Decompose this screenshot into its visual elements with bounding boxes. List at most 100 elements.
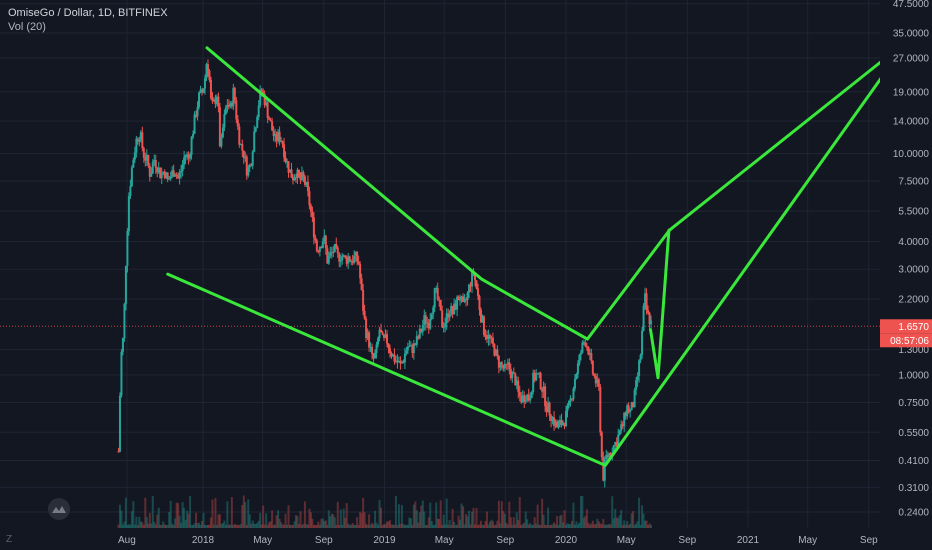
volume-bar — [578, 522, 581, 528]
candle-body — [414, 343, 417, 345]
candle-body — [442, 327, 445, 329]
candle-body — [294, 177, 297, 179]
candle-body — [554, 421, 557, 426]
volume-bar — [306, 524, 309, 528]
candle-body — [335, 243, 338, 248]
volume-bar — [375, 522, 378, 528]
candle-body — [609, 453, 612, 456]
time-tick-label: May — [435, 535, 454, 546]
volume-bar — [488, 521, 491, 528]
candle-body — [450, 305, 453, 314]
volume-bar — [414, 501, 417, 528]
volume-bar — [141, 522, 144, 528]
volume-bar — [315, 524, 318, 528]
volume-bar — [593, 524, 596, 528]
candle-body — [378, 329, 381, 339]
time-tick-label: May — [798, 535, 817, 546]
candle-body — [570, 398, 573, 400]
volume-bar — [289, 524, 292, 528]
price-tick-label: 3.0000 — [898, 265, 929, 276]
volume-bar — [192, 524, 195, 528]
candle-body — [339, 260, 342, 262]
volume-bar — [559, 515, 562, 528]
volume-bar — [482, 524, 485, 528]
candle-body — [521, 395, 524, 403]
candle-body — [584, 342, 587, 347]
candle-body — [551, 417, 554, 421]
volume-bar — [203, 524, 206, 528]
candle-body — [356, 251, 359, 262]
volume-bar — [175, 502, 178, 528]
volume-bar — [263, 524, 266, 528]
candle-body — [189, 155, 192, 159]
price-tick-label: 0.2400 — [898, 508, 929, 519]
candle-body — [626, 405, 629, 417]
tradingview-cloud-icon[interactable] — [48, 498, 70, 520]
candle-body — [241, 144, 244, 151]
candle-body — [488, 335, 491, 339]
candle-body — [245, 156, 248, 176]
volume-bar — [138, 516, 141, 528]
volume-bar — [209, 517, 212, 528]
volume-bar — [439, 500, 442, 528]
volume-bar — [147, 523, 150, 528]
countdown-label: 08:57:06 — [890, 336, 929, 347]
volume-bar — [323, 521, 326, 528]
volume-bar — [198, 522, 201, 528]
candle-body — [594, 375, 597, 384]
volume-bar — [535, 523, 538, 528]
candle-body — [374, 352, 377, 359]
volume-bar — [636, 521, 639, 528]
volume-bar — [427, 517, 430, 528]
candle-body — [599, 386, 602, 433]
volume-bar — [172, 524, 175, 528]
candle-body — [397, 361, 400, 363]
candle-body — [309, 205, 312, 212]
candle-body — [256, 117, 259, 128]
volume-indicator-label[interactable]: Vol (20) — [8, 21, 46, 33]
candle-body — [226, 104, 229, 108]
candle-body — [497, 356, 500, 368]
candle-body — [186, 154, 189, 156]
volume-bar — [584, 516, 587, 528]
candle-body — [341, 256, 344, 261]
candle-body — [268, 117, 271, 120]
volume-bar — [369, 524, 372, 528]
price-axis[interactable]: 47.5000 35.0000 27.0000 19.0000 14.0000 10.00… — [880, 0, 932, 550]
volume-bar — [465, 514, 468, 528]
candle-body — [130, 167, 133, 187]
volume-bar — [459, 519, 462, 528]
volume-bar — [429, 502, 432, 528]
candle-body — [421, 325, 424, 332]
volume-bar — [281, 524, 284, 528]
volume-bar — [121, 524, 124, 528]
candle-body — [579, 352, 582, 355]
candle-body — [550, 415, 553, 421]
candle-body — [544, 386, 547, 407]
volume-bar — [497, 500, 500, 528]
candle-body — [238, 126, 241, 145]
volume-bar — [545, 524, 548, 528]
volume-bar — [472, 507, 475, 528]
candle-body — [320, 246, 323, 248]
volume-bar — [530, 524, 533, 528]
price-tick-label: 2.2000 — [898, 295, 929, 306]
candle-body — [165, 172, 168, 178]
candle-body — [508, 362, 511, 369]
candle-body — [459, 299, 462, 301]
time-tick-label: 2018 — [192, 535, 215, 546]
volume-bar — [399, 523, 402, 528]
last-price-badge — [880, 319, 932, 334]
time-axis[interactable]: Aug 2018 May Sep 2019 May Sep 2020 May Sep 2021 May… — [0, 528, 932, 550]
volume-bar — [462, 506, 465, 528]
price-tick-label: 10.0000 — [893, 149, 930, 160]
symbol-title[interactable]: OmiseGo / Dollar, 1D, BITFINEX — [8, 7, 168, 19]
candle-body — [269, 119, 272, 122]
trendline-drawings[interactable] — [166, 46, 892, 467]
time-tick-label: 2021 — [737, 535, 760, 546]
price-tick-label: 1.0000 — [898, 370, 929, 381]
candle-body — [172, 170, 175, 177]
candle-body — [494, 349, 497, 356]
candle-body — [318, 246, 321, 252]
